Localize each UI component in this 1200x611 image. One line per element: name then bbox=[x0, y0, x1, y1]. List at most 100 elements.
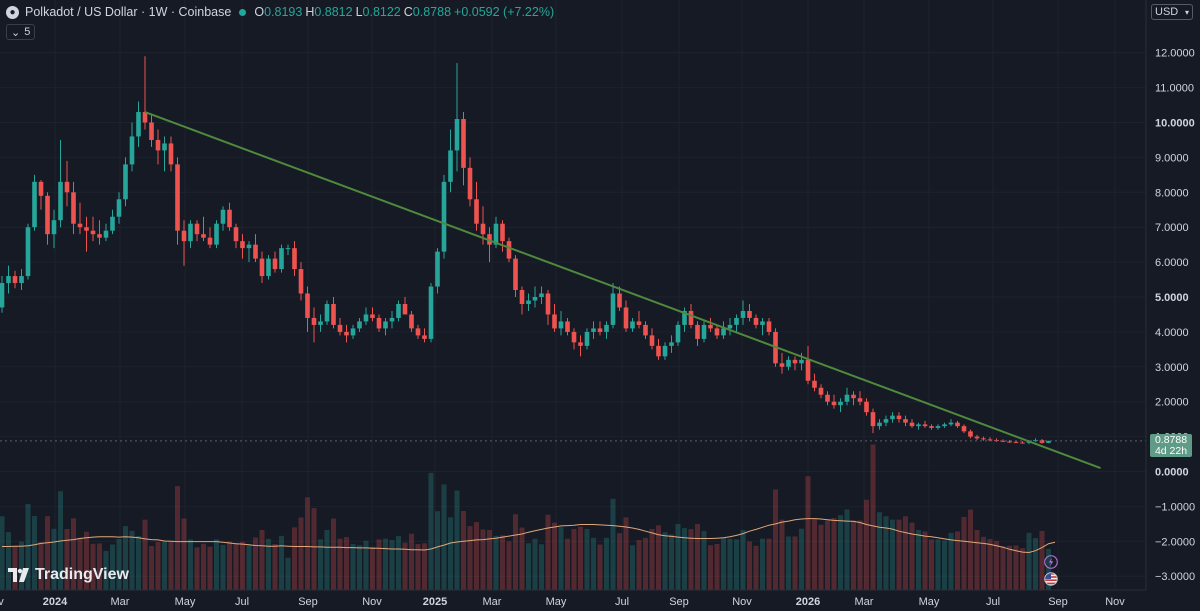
candle bbox=[435, 248, 440, 294]
candle-body bbox=[311, 317, 317, 325]
candle-body bbox=[292, 248, 297, 270]
volume-bar bbox=[266, 538, 271, 590]
volume-bar bbox=[110, 544, 115, 590]
candle-body bbox=[259, 258, 265, 277]
volume-bar bbox=[623, 517, 629, 590]
candle bbox=[259, 251, 265, 284]
candle-body bbox=[838, 401, 843, 406]
candle bbox=[675, 321, 681, 346]
candle-body bbox=[415, 328, 421, 336]
candle bbox=[422, 328, 427, 343]
candle-body bbox=[168, 143, 174, 165]
candle-body bbox=[597, 328, 603, 332]
candle bbox=[448, 129, 453, 193]
candle-body bbox=[220, 209, 226, 224]
time-tick-label: Jul bbox=[986, 596, 1000, 608]
candle bbox=[526, 293, 531, 311]
candle bbox=[344, 324, 349, 343]
candle bbox=[578, 335, 583, 357]
candle-body bbox=[136, 112, 141, 137]
volume-bar bbox=[773, 489, 778, 590]
volume-bar bbox=[227, 541, 232, 590]
volume-bar bbox=[636, 540, 642, 590]
candle bbox=[948, 419, 954, 427]
candle-body bbox=[1007, 441, 1012, 443]
candle-body bbox=[454, 119, 460, 151]
candle-body bbox=[935, 426, 941, 428]
candle bbox=[402, 297, 408, 315]
candle bbox=[779, 352, 785, 374]
candlestick-series bbox=[0, 56, 1051, 445]
volume-moving-average-line bbox=[2, 518, 1056, 554]
volume-bar bbox=[454, 490, 460, 590]
volume-bar bbox=[259, 530, 265, 590]
candle-body bbox=[818, 387, 824, 395]
candle-body bbox=[695, 324, 700, 339]
candle-body bbox=[636, 321, 642, 325]
us-flag-icon[interactable] bbox=[1044, 572, 1058, 586]
volume-bar bbox=[136, 536, 141, 590]
symbol-title[interactable]: Polkadot / US Dollar · 1W · Coinbase bbox=[25, 5, 232, 19]
volume-bar bbox=[799, 528, 804, 590]
volume-bar bbox=[883, 516, 889, 590]
candle-body bbox=[675, 324, 681, 343]
indicators-toggle-button[interactable]: ⌄ 5 bbox=[6, 24, 36, 40]
volume-bar bbox=[649, 528, 655, 590]
chevron-down-icon: ⌄ bbox=[11, 26, 21, 39]
lightning-icon[interactable] bbox=[1044, 555, 1058, 569]
ohlc-value: 0.8812 bbox=[314, 5, 353, 19]
candle-body bbox=[649, 335, 655, 346]
volume-bar bbox=[441, 484, 447, 590]
volume-bar bbox=[604, 537, 609, 590]
volume-bar bbox=[285, 557, 291, 590]
tradingview-logo-icon bbox=[8, 568, 29, 582]
ohlc-key: O bbox=[254, 5, 265, 19]
candle bbox=[233, 223, 239, 249]
volume-bar bbox=[805, 476, 811, 590]
candle bbox=[506, 237, 512, 263]
volume-bar bbox=[727, 538, 733, 590]
candle bbox=[708, 317, 713, 332]
candle bbox=[90, 216, 96, 242]
currency-select[interactable]: USD ▾ bbox=[1151, 4, 1193, 20]
candle-body bbox=[188, 223, 193, 242]
candle-body bbox=[792, 359, 798, 364]
volume-bar bbox=[721, 537, 726, 590]
volume-bar bbox=[506, 541, 512, 590]
candle-body bbox=[201, 234, 206, 238]
candle bbox=[220, 206, 226, 231]
volume-bar bbox=[493, 535, 499, 590]
volume-bar bbox=[571, 528, 577, 590]
volume-bar bbox=[558, 527, 564, 590]
candle bbox=[84, 216, 89, 252]
candle-body bbox=[422, 335, 427, 339]
time-tick-label: Jul bbox=[615, 596, 629, 608]
volume-bar bbox=[526, 543, 531, 590]
candle-body bbox=[513, 258, 518, 291]
volume-bar bbox=[675, 523, 681, 590]
volume-bar bbox=[415, 544, 421, 590]
volume-bar bbox=[695, 523, 700, 590]
candle-body bbox=[32, 181, 37, 228]
candle-body bbox=[909, 422, 915, 427]
time-tick-label: May bbox=[175, 596, 196, 608]
price-tick-label: 7.0000 bbox=[1155, 222, 1189, 234]
volume-bar bbox=[194, 547, 200, 590]
volume-bar bbox=[916, 530, 921, 590]
volume-bar bbox=[1033, 538, 1038, 590]
volume-bar bbox=[298, 517, 304, 590]
candle-body bbox=[1046, 440, 1051, 443]
tradingview-logo[interactable]: TradingView bbox=[8, 566, 129, 584]
candle-body bbox=[71, 192, 76, 224]
candle bbox=[721, 321, 726, 339]
candle-body bbox=[324, 303, 330, 322]
price-tick-label: 9.0000 bbox=[1155, 152, 1189, 164]
market-status-dot-icon bbox=[239, 8, 247, 16]
candle bbox=[682, 307, 687, 332]
candle bbox=[240, 234, 245, 259]
candle bbox=[214, 220, 219, 249]
candle-body bbox=[240, 241, 245, 249]
volume-bar bbox=[188, 539, 193, 590]
volume-bar bbox=[714, 544, 720, 590]
